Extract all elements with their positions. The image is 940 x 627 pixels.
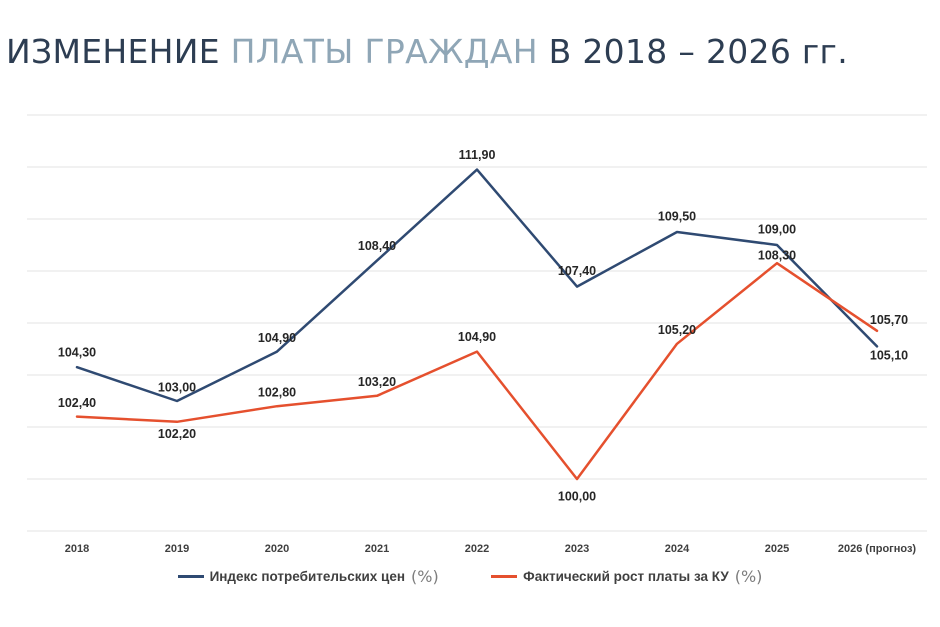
- x-tick-label: 2026 (прогноз): [838, 543, 917, 555]
- data-label-fee: 103,20: [358, 375, 396, 389]
- data-label-fee: 102,40: [58, 396, 96, 410]
- x-axis-labels: 2018 2019 2020 2021 2022 2023 2024 2025 2026 (пр…: [65, 543, 917, 555]
- x-tick-label: 2019: [165, 543, 189, 555]
- data-label-cpi: 104,90: [258, 331, 296, 345]
- data-label-fee: 105,70: [870, 313, 908, 327]
- data-label-cpi: 105,10: [870, 349, 908, 363]
- x-tick-label: 2020: [265, 543, 289, 555]
- page-title: ИЗМЕНЕНИЕ ПЛАТЫ ГРАЖДАН В 2018 – 2026 гг…: [6, 32, 848, 71]
- title-part-1: ИЗМЕНЕНИЕ: [6, 32, 231, 71]
- x-tick-label: 2018: [65, 543, 89, 555]
- data-label-fee: 102,80: [258, 385, 296, 399]
- data-label-fee: 100,00: [558, 489, 596, 503]
- data-label-cpi: 109,00: [758, 222, 796, 236]
- data-label-cpi: 108,40: [358, 239, 396, 253]
- x-tick-label: 2021: [365, 543, 389, 555]
- x-tick-label: 2023: [565, 543, 589, 555]
- legend-swatch-cpi: [177, 575, 204, 578]
- data-label-cpi: 104,30: [58, 345, 96, 359]
- x-tick-label: 2024: [665, 543, 690, 555]
- title-part-3: В 2018 – 2026 гг.: [537, 32, 848, 71]
- series-line-fee: [75, 261, 879, 481]
- legend-unit-fee: (%): [734, 567, 763, 586]
- data-label-fee: 102,20: [158, 427, 196, 441]
- data-label-cpi: 109,50: [658, 209, 696, 223]
- data-labels: 104,30 103,00 104,90 108,40 111,90 107,40 109,…: [58, 148, 908, 503]
- data-label-cpi: 103,00: [158, 380, 196, 394]
- legend: Индекс потребительских цен (%) Фактическ…: [0, 565, 940, 586]
- x-tick-label: 2025: [765, 543, 789, 555]
- legend-item-cpi[interactable]: Индекс потребительских цен (%): [177, 567, 439, 586]
- data-label-fee: 104,90: [458, 330, 496, 344]
- data-label-fee: 105,20: [658, 323, 696, 337]
- data-label-fee: 108,30: [758, 248, 796, 262]
- x-tick-label: 2022: [465, 543, 489, 555]
- legend-label-cpi: Индекс потребительских цен: [209, 569, 406, 584]
- legend-label-fee: Фактический рост платы за КУ: [523, 569, 729, 584]
- data-label-cpi: 107,40: [558, 264, 596, 278]
- legend-unit-cpi: (%): [411, 567, 439, 586]
- legend-item-fee[interactable]: Фактический рост платы за КУ (%): [491, 567, 762, 586]
- series-lines: [75, 168, 879, 481]
- data-label-cpi: 111,90: [459, 148, 496, 162]
- series-line-cpi: [75, 168, 879, 403]
- gridlines: [27, 114, 927, 532]
- legend-swatch-fee: [491, 575, 518, 578]
- title-part-2: ПЛАТЫ ГРАЖДАН: [230, 32, 538, 71]
